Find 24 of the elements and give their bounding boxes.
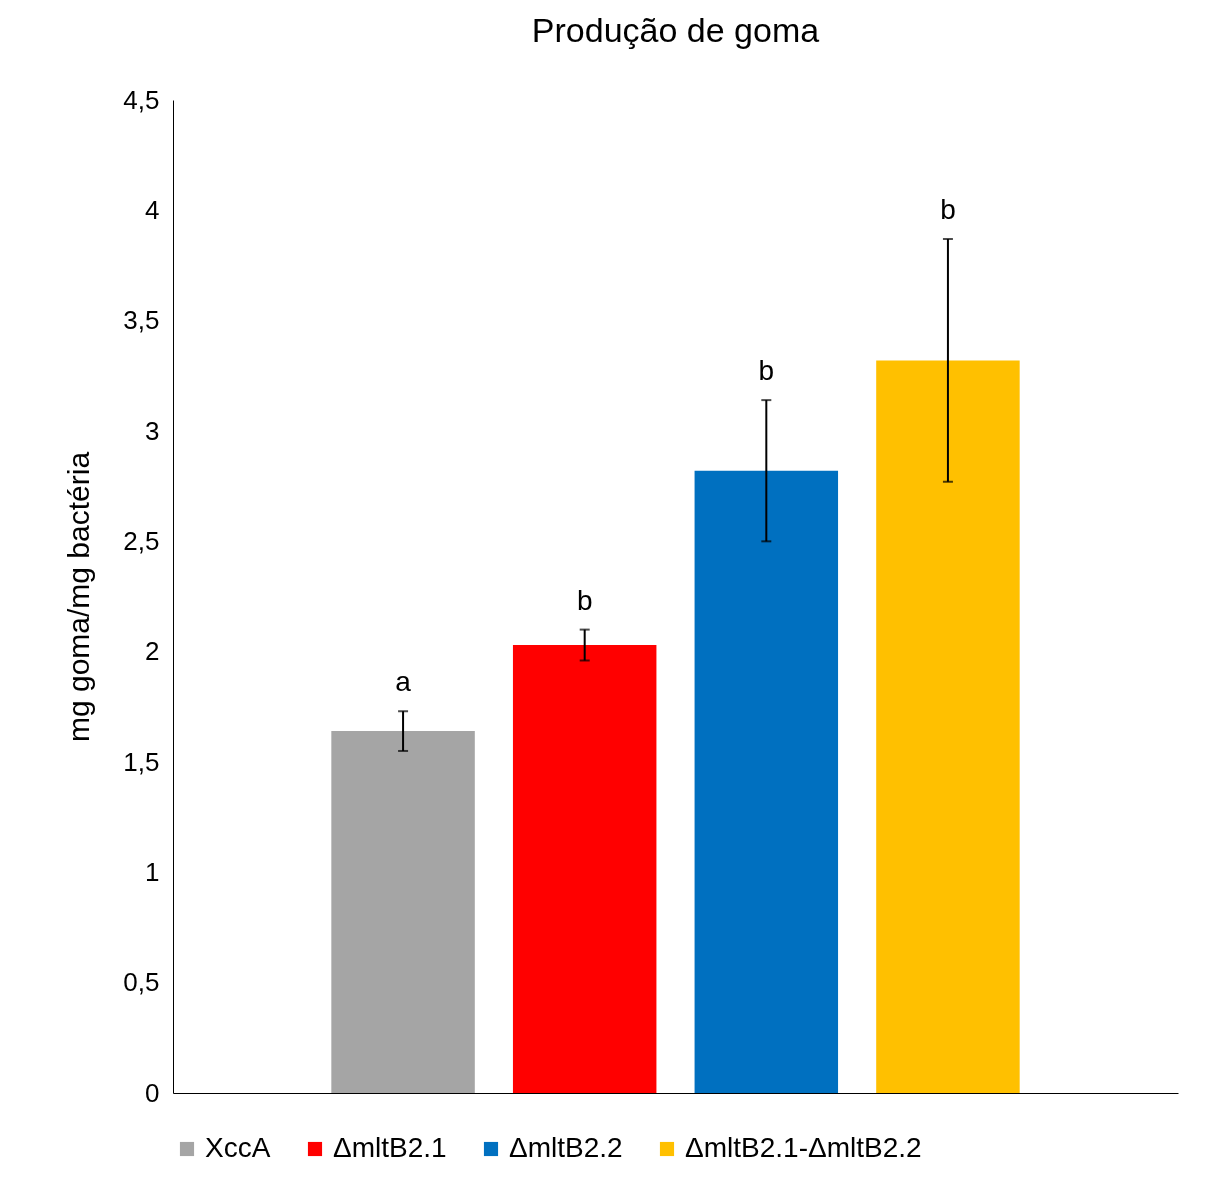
chart-title: Produção de goma [531, 11, 820, 49]
y-tick-label: 4 [145, 194, 160, 225]
y-tick-label: 3 [145, 415, 160, 446]
y-tick-label: 2,5 [123, 525, 160, 556]
y-tick-label: 0,5 [123, 967, 160, 998]
legend-label: ΔmltB2.1-ΔmltB2.2 [685, 1132, 922, 1163]
legend-label: ΔmltB2.1 [333, 1132, 447, 1163]
legend-label: ΔmltB2.2 [509, 1132, 623, 1163]
bar [331, 731, 475, 1093]
annotation: b [758, 355, 775, 387]
y-tick-label: 4,5 [123, 84, 160, 115]
legend-label: XccA [205, 1132, 271, 1163]
y-tick-label: 1 [145, 856, 160, 887]
bar [876, 360, 1020, 1093]
y-tick-label: 1,5 [123, 746, 160, 777]
y-tick-label: 0 [145, 1077, 160, 1108]
bar [694, 470, 839, 1093]
y-tick-label: 2 [145, 636, 160, 667]
annotation: a [395, 666, 412, 698]
annotation: b [940, 194, 956, 226]
y-tick-label: 3,5 [123, 305, 160, 336]
bar [512, 645, 657, 1093]
y-axis-title: mg goma/mg bactéria [62, 451, 96, 743]
annotation: b [576, 584, 593, 616]
